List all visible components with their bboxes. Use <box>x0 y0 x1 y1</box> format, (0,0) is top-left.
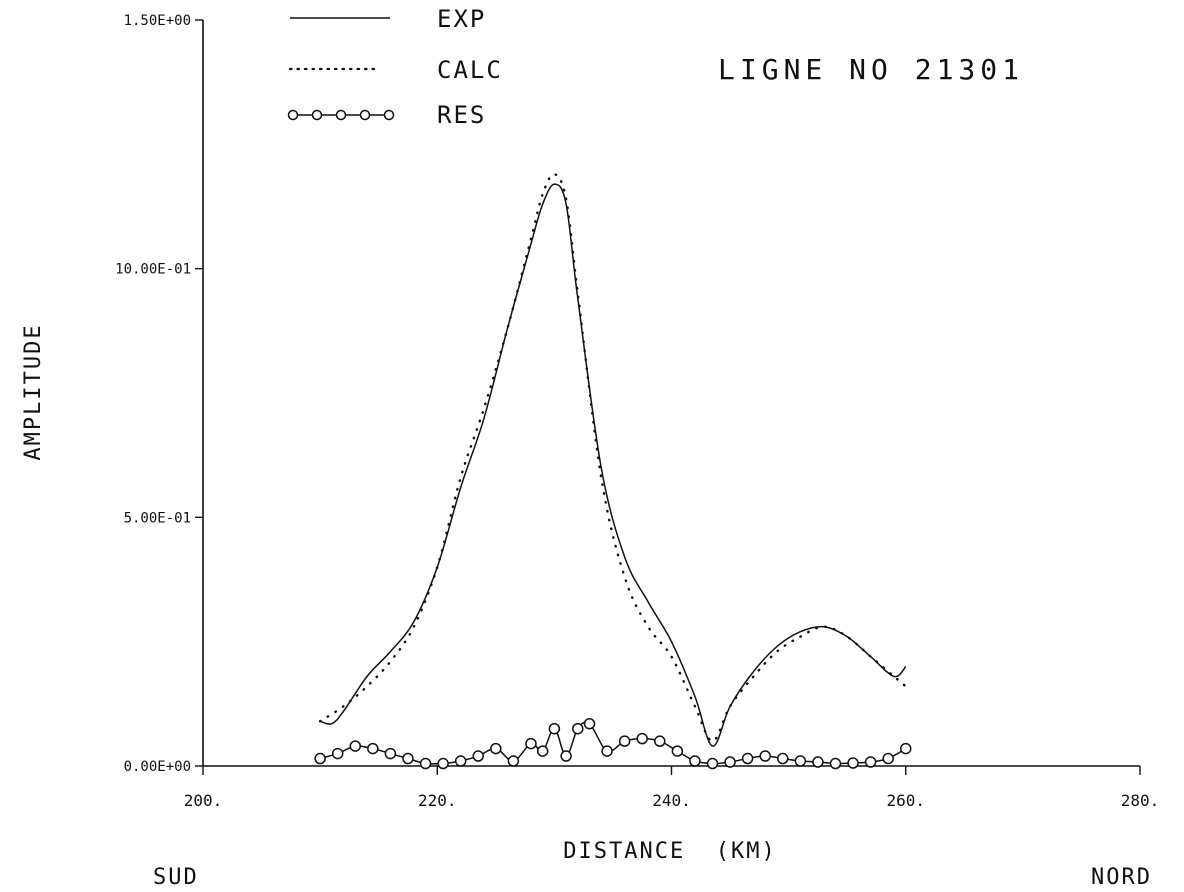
x-tick-label: 280. <box>1121 791 1160 810</box>
res-point <box>402 752 414 765</box>
y-tick-label: 1.50E+00 <box>124 13 191 29</box>
y-axis-title: AMPLITUDE <box>21 323 46 460</box>
legend-res-marker <box>287 109 299 121</box>
res-point <box>331 747 344 760</box>
res-point <box>741 752 754 765</box>
series-group <box>314 173 912 770</box>
res-point <box>882 752 894 765</box>
legend: EXP CALC RES <box>287 5 503 129</box>
legend-res-marker <box>311 109 323 121</box>
res-point <box>490 742 502 755</box>
res-point <box>777 752 789 765</box>
res-point <box>472 750 484 762</box>
x-tick-label: 200. <box>184 791 223 810</box>
annotation-sud: SUD <box>153 865 199 890</box>
res-point <box>671 745 684 757</box>
res-point <box>864 756 877 768</box>
res-point <box>572 722 584 735</box>
res-point <box>548 722 561 735</box>
x-axis-title: DISTANCE (KM) <box>563 839 776 864</box>
res-point <box>706 757 719 770</box>
res-point <box>367 742 379 755</box>
chart-title: LIGNE NO 21301 <box>718 53 1024 86</box>
res-point <box>794 755 807 767</box>
res-point <box>349 740 362 752</box>
res-point <box>454 755 467 767</box>
res-point <box>601 745 613 757</box>
legend-res-marker <box>359 109 371 121</box>
y-tick-label: 0.00E+00 <box>124 759 191 775</box>
x-tick-label: 220. <box>418 791 457 810</box>
res-point <box>419 757 432 770</box>
axes <box>202 20 1140 767</box>
legend-res-marker <box>335 109 347 121</box>
legend-label-res: RES <box>437 101 486 129</box>
legend-res-marker <box>383 109 395 121</box>
series-line-exp <box>319 183 907 747</box>
legend-swatch-res <box>287 109 395 121</box>
y-tick-label: 10.00E-01 <box>115 262 191 278</box>
x-tick-label: 260. <box>886 791 925 810</box>
annotation-nord: NORD <box>1091 865 1152 890</box>
res-point <box>759 750 771 762</box>
series-line-calc <box>318 173 907 743</box>
res-point <box>654 735 666 747</box>
tick-group: 200. 220. 240. 260. 280. 0.00E+00 5.00E-01 10.0… <box>115 13 1159 810</box>
res-point <box>829 757 842 770</box>
res-point <box>583 717 596 730</box>
legend-label-exp: EXP <box>437 5 486 33</box>
legend-label-calc: CALC <box>437 56 503 84</box>
res-point <box>636 732 648 745</box>
res-point <box>560 750 572 762</box>
res-point <box>689 755 701 767</box>
res-point <box>525 737 537 750</box>
res-point <box>812 756 824 768</box>
res-point <box>437 757 449 770</box>
res-point <box>618 735 631 747</box>
res-point <box>900 742 912 755</box>
y-tick-label: 5.00E-01 <box>124 510 191 526</box>
res-point <box>384 747 397 760</box>
res-point <box>724 756 736 768</box>
res-point <box>847 757 859 769</box>
res-point <box>507 755 520 767</box>
res-point <box>536 745 549 757</box>
x-tick-label: 240. <box>652 791 691 810</box>
res-point <box>314 752 326 765</box>
